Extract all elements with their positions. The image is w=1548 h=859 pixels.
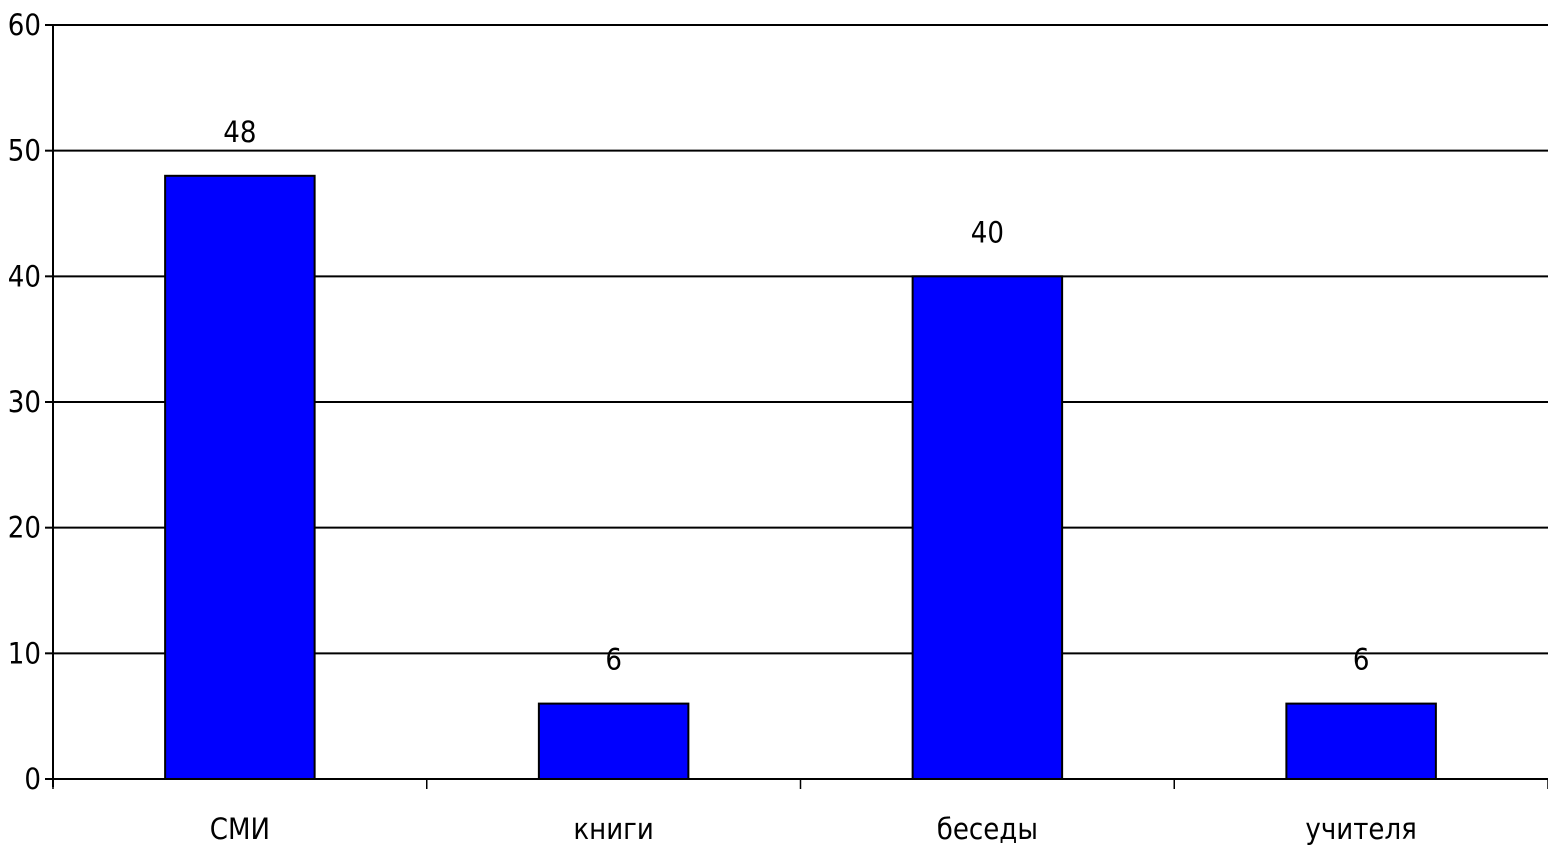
y-tick-label: 20 xyxy=(8,511,41,545)
y-tick-label: 0 xyxy=(24,762,41,796)
bar xyxy=(1285,702,1437,780)
data-label: 6 xyxy=(1353,643,1370,677)
category-label: учителя xyxy=(1305,812,1416,846)
category-label: СМИ xyxy=(210,812,270,846)
category-label: беседы xyxy=(937,812,1038,846)
y-tick-label: 60 xyxy=(8,8,41,42)
bar xyxy=(164,174,316,781)
bar xyxy=(911,275,1064,780)
y-tick-label: 50 xyxy=(8,134,41,168)
y-tick-label: 40 xyxy=(8,259,41,293)
category-label: книги xyxy=(573,812,653,846)
data-label: 40 xyxy=(971,215,1004,249)
y-tick-label: 10 xyxy=(8,636,41,670)
data-label: 48 xyxy=(223,115,256,149)
data-label: 6 xyxy=(605,643,622,677)
bar xyxy=(537,702,690,780)
y-tick-label: 30 xyxy=(8,385,41,419)
